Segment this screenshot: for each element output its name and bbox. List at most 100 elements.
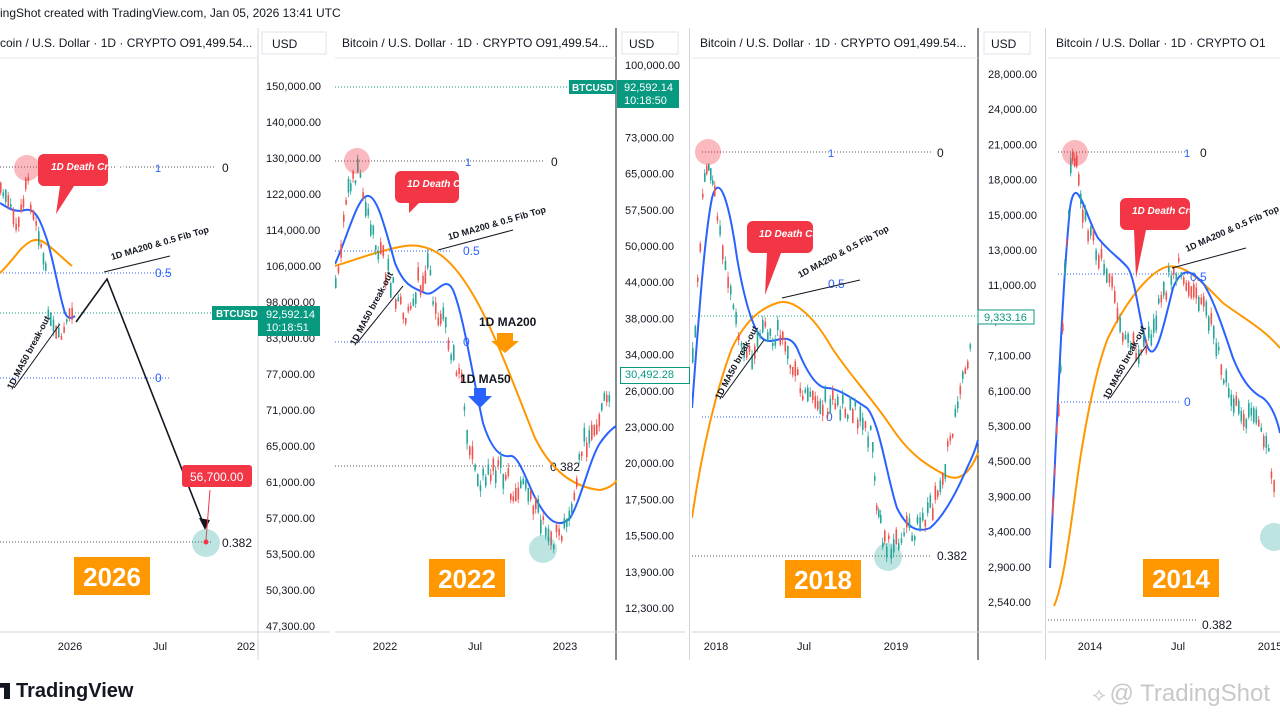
fib-05: 0.5 (1190, 270, 1207, 284)
axis-unit: USD (272, 37, 298, 51)
candle-body (1148, 326, 1150, 339)
candle-body (876, 505, 878, 511)
candle-body (372, 225, 375, 235)
x-tick-label: Jul (1171, 641, 1185, 653)
chart-panel-2014[interactable]: Bitcoin / U.S. Dollar · 1D · CRYPTO O1 1… (1048, 28, 1280, 660)
candle-body (427, 253, 429, 268)
fib-0382: 0.382 (1202, 618, 1232, 632)
candle-body (824, 388, 827, 402)
candle-body (817, 401, 819, 410)
candle-body (352, 171, 354, 179)
fib-0-top: 0 (551, 155, 558, 169)
candle-body (1178, 258, 1180, 262)
candle-body (555, 524, 558, 533)
death-cross-label: 1D Death Cross (1132, 206, 1207, 217)
fib-0: 0 (826, 410, 833, 424)
candle-body (832, 390, 834, 400)
candle-body (708, 163, 710, 171)
candle-body (515, 487, 517, 502)
candle-body (839, 409, 842, 421)
candle-body (347, 178, 350, 193)
candle-body (601, 402, 603, 411)
candle-body (927, 502, 929, 513)
candle-body (437, 317, 440, 326)
candle-body (442, 307, 445, 320)
candle-body (479, 484, 482, 492)
candle-body (71, 307, 73, 320)
candle-body (357, 158, 359, 173)
candle-body (1111, 276, 1113, 288)
candle-body (849, 396, 852, 411)
candle-body (952, 433, 954, 438)
tradingview-icon (0, 683, 10, 699)
chart-panel-2026[interactable]: coin / U.S. Dollar · 1D · CRYPTO O91,499… (0, 28, 330, 660)
y-tick-label: 3,400.00 (988, 527, 1031, 539)
candle-body (874, 476, 876, 481)
chart-panel-2022[interactable]: Bitcoin / U.S. Dollar · 1D · CRYPTO O91,… (335, 28, 685, 660)
candle-body (535, 497, 537, 510)
y-tick-label: 50,000.00 (625, 241, 674, 253)
x-tick-label: 2026 (58, 641, 82, 653)
candle-body (704, 173, 706, 182)
candle-body (699, 243, 702, 252)
candle-body (924, 519, 927, 527)
candle-body (724, 260, 727, 270)
candle-body (740, 343, 743, 347)
y-tick-label: 2,540.00 (988, 597, 1031, 609)
price-badge-symbol: BTCUSD (572, 83, 614, 94)
chart-2022-svg: Bitcoin / U.S. Dollar · 1D · CRYPTO O91,… (335, 28, 685, 660)
candle-body (1060, 365, 1062, 372)
chart-panel-2018[interactable]: Bitcoin / U.S. Dollar · 1D · CRYPTO O91,… (692, 28, 1042, 660)
candle-body (1092, 230, 1095, 241)
candle-body (385, 273, 387, 284)
candle-body (463, 406, 466, 411)
candle-body (748, 345, 751, 352)
candle-body (482, 468, 484, 476)
candle-body (490, 474, 492, 481)
candle-body (1095, 250, 1097, 261)
candle-body (1265, 436, 1268, 448)
candle-body (598, 414, 601, 427)
candle-body (25, 178, 27, 190)
candle-body (1127, 333, 1129, 343)
y-tick-label: 21,000.00 (988, 139, 1037, 151)
candle-body (1098, 255, 1100, 269)
candle-body (716, 216, 719, 221)
candle-body (387, 258, 390, 271)
candle-body (1058, 404, 1060, 416)
candle-body (390, 283, 392, 298)
candle-body (392, 277, 395, 283)
candle-body (751, 355, 753, 369)
candle-body (1135, 352, 1137, 362)
candle-body (895, 529, 898, 545)
candle-body (1193, 284, 1195, 298)
candle-body (784, 341, 787, 352)
candle-body (1240, 410, 1243, 422)
candle-body (553, 544, 555, 550)
candle-body (759, 333, 761, 338)
y-tick-label: 44,000.00 (625, 277, 674, 289)
candle-body (743, 345, 745, 358)
candle-body (827, 411, 829, 416)
candle-body (1253, 407, 1255, 423)
chart-2014-svg: Bitcoin / U.S. Dollar · 1D · CRYPTO O1 1… (1048, 36, 1280, 653)
candle-body (63, 326, 65, 333)
candle-body (510, 493, 512, 501)
candle-body (906, 515, 908, 528)
candle-body (834, 402, 837, 409)
candle-body (471, 446, 474, 460)
watermark: ⟡ @ TradingShot (1092, 680, 1270, 708)
candle-body (1084, 209, 1087, 221)
candle-body (417, 267, 419, 281)
x-tick-label: 2022 (373, 641, 397, 653)
y-tick-label: 34,000.00 (625, 350, 674, 362)
candle-body (32, 211, 35, 220)
candle-body (944, 463, 947, 479)
candle-body (886, 546, 888, 558)
candle-body (5, 189, 7, 202)
y-tick-label: 150,000.00 (266, 81, 321, 93)
candle-body (706, 165, 708, 174)
candle-body (764, 321, 767, 327)
candle-body (934, 485, 937, 500)
candle-body (412, 298, 415, 306)
